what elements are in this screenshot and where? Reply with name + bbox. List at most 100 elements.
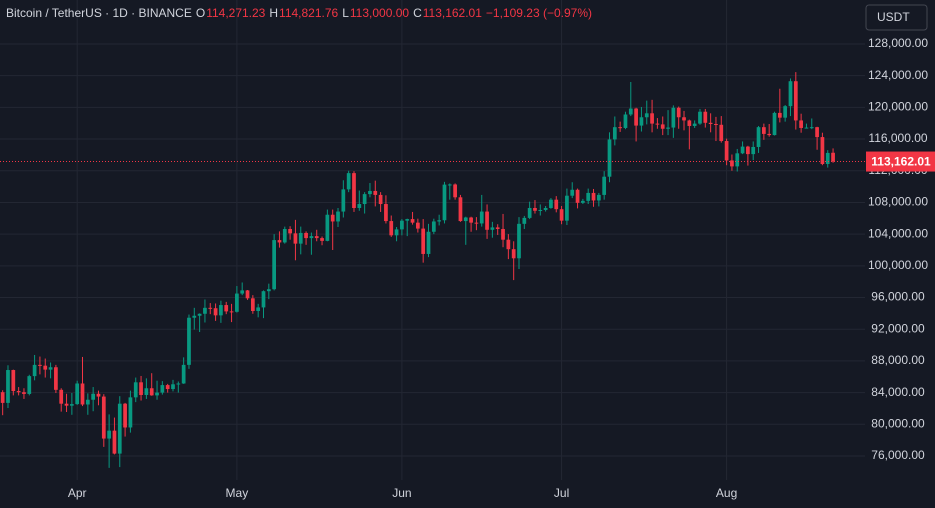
candle-body <box>698 111 702 124</box>
candle-body <box>511 249 516 259</box>
candle-body <box>533 207 537 211</box>
candle-body <box>187 317 191 365</box>
candle-body <box>570 189 575 196</box>
candle-body <box>213 308 218 316</box>
candle-body <box>767 133 772 136</box>
candle-body <box>490 227 495 230</box>
y-tick-label: 84,000.00 <box>871 385 925 399</box>
candle-body <box>682 117 686 121</box>
candle-body <box>6 370 10 403</box>
candle-body <box>687 120 692 126</box>
candle-body <box>527 207 532 218</box>
candle-body <box>203 307 207 314</box>
candle-body <box>362 194 367 205</box>
candle-body <box>0 392 5 403</box>
candle-body <box>437 220 442 222</box>
candle-body <box>708 122 713 125</box>
candle-body <box>112 430 117 454</box>
y-tick-label: 124,000.00 <box>868 68 928 82</box>
candle-body <box>809 127 814 129</box>
candle-body <box>746 146 750 155</box>
candle-body <box>676 107 681 118</box>
y-tick-label: 128,000.00 <box>868 36 928 50</box>
candle-body <box>761 127 766 134</box>
candle-body <box>799 120 803 128</box>
candle-body <box>666 127 670 129</box>
candle-body <box>671 107 676 128</box>
candle-body <box>75 383 80 405</box>
candle-body <box>117 403 122 454</box>
candle-body <box>101 396 106 439</box>
y-tick-label: 80,000.00 <box>871 416 925 430</box>
candle-body <box>107 430 111 439</box>
y-tick-label: 108,000.00 <box>868 195 928 209</box>
candle-body <box>825 152 830 165</box>
candle-body <box>724 141 729 161</box>
candle-body <box>495 227 500 229</box>
candle-body <box>43 365 48 370</box>
candle-body <box>181 364 186 384</box>
candle-body <box>559 209 564 221</box>
candle-body <box>596 194 601 201</box>
candle-body <box>288 228 292 234</box>
candle-body <box>38 364 42 366</box>
candle-body <box>304 232 308 239</box>
candle-body <box>783 106 788 118</box>
candle-body <box>27 376 32 394</box>
candle-body <box>208 307 213 309</box>
candle-body <box>777 112 782 118</box>
candle-body <box>501 228 505 240</box>
candle-body <box>298 232 303 244</box>
candle-body <box>469 217 473 223</box>
candle-body <box>128 397 133 428</box>
x-tick-label: Jun <box>392 486 411 500</box>
candle-body <box>224 305 229 312</box>
candle-body <box>245 290 250 299</box>
ohlc-value: 113,162.01 <box>423 6 482 20</box>
candle-body <box>793 81 798 121</box>
candle-body <box>623 114 628 128</box>
symbol: Bitcoin / TetherUS · 1D · BINANCE <box>6 6 192 20</box>
candle-body <box>22 392 26 394</box>
candle-body <box>735 153 740 167</box>
candle-body <box>410 219 415 223</box>
candle-body <box>714 124 718 126</box>
candle-body <box>336 211 340 222</box>
candle-body <box>261 291 266 308</box>
candle-body <box>48 367 53 370</box>
candle-body <box>421 228 426 254</box>
y-tick-label: 88,000.00 <box>871 353 925 367</box>
currency-label[interactable]: USDT <box>877 10 910 24</box>
candle-body <box>85 399 90 405</box>
candle-body <box>133 382 138 398</box>
candle-body <box>378 194 383 205</box>
y-tick-label: 116,000.00 <box>868 131 927 145</box>
candle-body <box>575 189 580 203</box>
ohlc-value: 114,821.76 <box>279 6 338 20</box>
candle-body <box>703 111 708 123</box>
candle-body <box>219 305 223 316</box>
price-axis: 76,000.00 80,000.00 84,000.00 88,000.00 92,0… <box>68 36 935 500</box>
ohlc-key: C <box>413 6 422 20</box>
candle-body <box>96 393 101 397</box>
candle-body <box>165 385 170 390</box>
candle-body <box>80 383 85 405</box>
currency-button[interactable] <box>865 4 928 31</box>
candle-body <box>453 184 457 198</box>
candle-body <box>330 214 335 222</box>
candle-body <box>538 209 543 211</box>
ohlc-key: L <box>342 6 349 20</box>
candle-body <box>788 81 793 107</box>
candle-body <box>69 404 74 406</box>
candle-body <box>341 189 346 212</box>
candle-body <box>314 236 319 239</box>
candle-body <box>59 389 64 404</box>
candle-body <box>612 127 617 140</box>
y-tick-label: 76,000.00 <box>871 448 925 462</box>
candle-body <box>192 315 197 318</box>
candle-body <box>277 240 282 243</box>
candle-body <box>405 219 410 221</box>
candle-body <box>447 184 452 186</box>
